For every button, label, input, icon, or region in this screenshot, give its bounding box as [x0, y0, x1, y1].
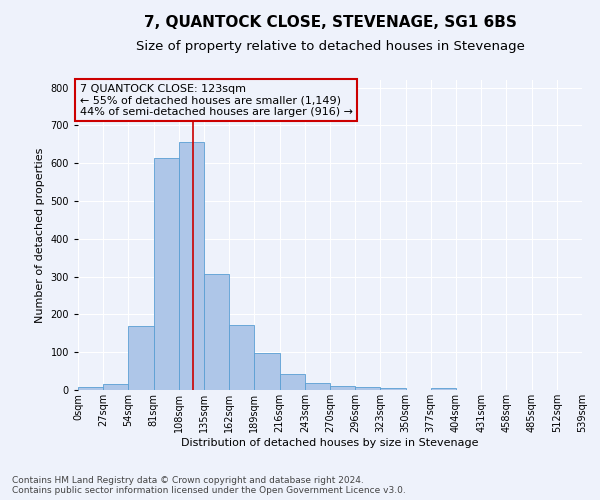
Bar: [229, 325, 254, 390]
Bar: [330, 386, 355, 390]
Bar: [204, 274, 229, 390]
Text: 7 QUANTOCK CLOSE: 123sqm
← 55% of detached houses are smaller (1,149)
44% of sem: 7 QUANTOCK CLOSE: 123sqm ← 55% of detach…: [80, 84, 353, 117]
Bar: [179, 142, 204, 390]
Bar: [254, 354, 280, 390]
Bar: [78, 387, 103, 390]
Bar: [280, 374, 305, 390]
Bar: [305, 383, 330, 390]
Bar: [380, 388, 406, 390]
Y-axis label: Number of detached properties: Number of detached properties: [35, 148, 45, 322]
Bar: [431, 388, 456, 390]
X-axis label: Distribution of detached houses by size in Stevenage: Distribution of detached houses by size …: [181, 438, 479, 448]
Text: 7, QUANTOCK CLOSE, STEVENAGE, SG1 6BS: 7, QUANTOCK CLOSE, STEVENAGE, SG1 6BS: [143, 15, 517, 30]
Text: Contains HM Land Registry data © Crown copyright and database right 2024.
Contai: Contains HM Land Registry data © Crown c…: [12, 476, 406, 495]
Bar: [154, 158, 179, 390]
Text: Size of property relative to detached houses in Stevenage: Size of property relative to detached ho…: [136, 40, 524, 53]
Bar: [128, 326, 154, 390]
Bar: [103, 384, 128, 390]
Bar: [355, 388, 380, 390]
